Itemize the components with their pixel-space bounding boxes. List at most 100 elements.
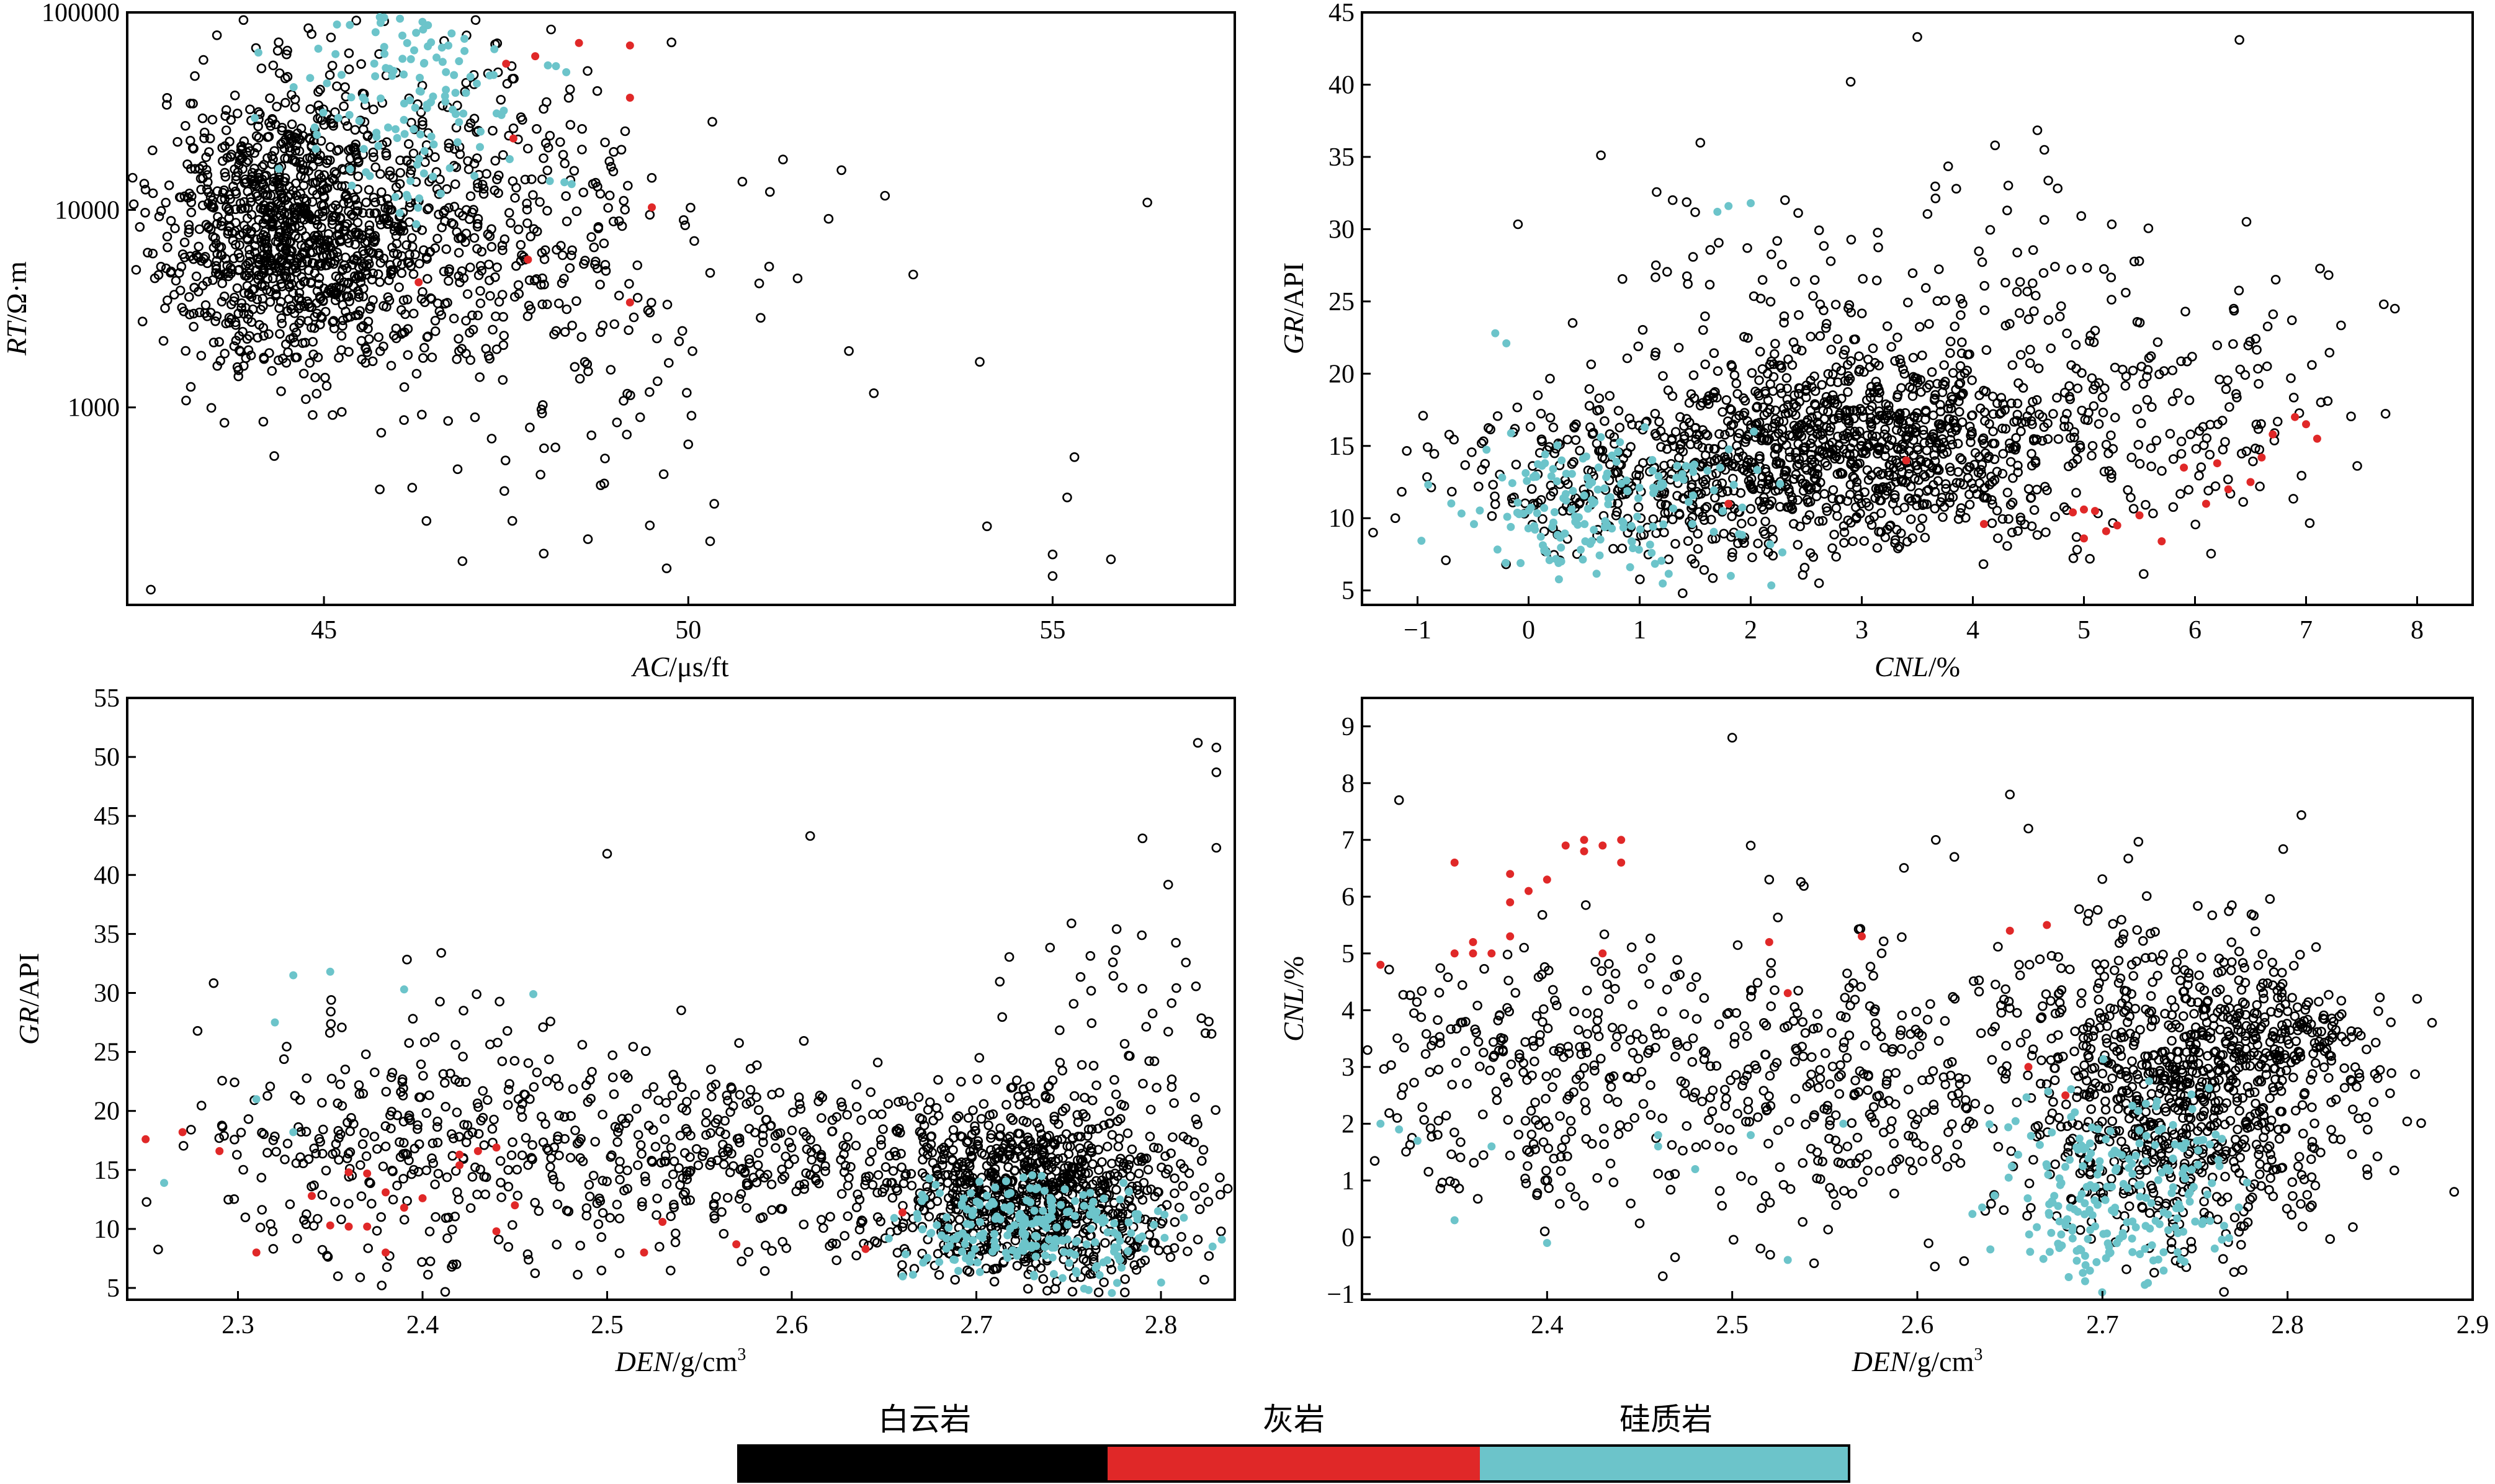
- point-dolomite: [350, 125, 361, 135]
- point-dolomite: [2221, 384, 2231, 395]
- point-dolomite: [1030, 1098, 1041, 1109]
- point-dolomite: [745, 1063, 756, 1074]
- point-dolomite: [374, 250, 384, 261]
- point-dolomite: [1584, 384, 1595, 394]
- point-dolomite: [526, 231, 535, 242]
- point-dolomite: [395, 155, 405, 166]
- point-dolomite: [375, 169, 385, 179]
- point-siliceous: [395, 208, 404, 217]
- point-dolomite: [1682, 197, 1692, 207]
- point-dolomite: [2002, 205, 2012, 216]
- point-dolomite: [361, 342, 370, 353]
- point-siliceous: [460, 47, 469, 55]
- point-dolomite: [256, 1173, 267, 1182]
- x-tick-label: 5: [2077, 616, 2090, 645]
- point-dolomite: [2238, 497, 2248, 507]
- point-dolomite: [701, 1117, 711, 1128]
- point-dolomite: [473, 182, 483, 193]
- point-dolomite: [741, 1203, 751, 1213]
- point-siliceous: [1514, 509, 1523, 517]
- point-dolomite: [343, 277, 354, 288]
- point-dolomite: [2085, 553, 2095, 564]
- point-dolomite: [240, 203, 250, 213]
- point-dolomite: [475, 298, 486, 308]
- point-dolomite: [658, 469, 669, 480]
- point-dolomite: [418, 287, 428, 297]
- point-dolomite: [766, 1179, 777, 1189]
- point-siliceous: [1580, 491, 1588, 500]
- point-dolomite: [754, 278, 764, 288]
- point-dolomite: [532, 226, 542, 236]
- point-dolomite: [898, 1178, 909, 1189]
- point-dolomite: [907, 1222, 918, 1233]
- point-dolomite: [1651, 260, 1661, 270]
- point-dolomite: [2196, 462, 2206, 472]
- point-siliceous: [1724, 445, 1733, 454]
- point-dolomite: [1144, 1230, 1155, 1240]
- point-limestone: [502, 60, 511, 68]
- point-limestone: [509, 134, 517, 143]
- point-dolomite: [2151, 436, 2162, 445]
- point-siliceous: [362, 168, 370, 177]
- point-dolomite: [598, 1109, 607, 1120]
- point-limestone: [2102, 527, 2110, 535]
- point-dolomite: [269, 451, 279, 461]
- point-dolomite: [604, 156, 615, 166]
- point-dolomite: [373, 269, 383, 279]
- point-dolomite: [439, 1078, 450, 1088]
- point-dolomite: [313, 87, 323, 97]
- point-dolomite: [262, 1091, 272, 1101]
- point-dolomite: [357, 354, 367, 365]
- point-dolomite: [208, 275, 218, 285]
- point-dolomite: [575, 1240, 586, 1251]
- point-dolomite: [705, 536, 715, 547]
- point-dolomite: [1747, 516, 1757, 527]
- point-dolomite: [186, 382, 196, 392]
- point-dolomite: [287, 119, 297, 130]
- point-dolomite: [588, 1171, 599, 1181]
- point-siliceous: [1579, 555, 1587, 564]
- point-dolomite: [1985, 225, 1996, 235]
- point-dolomite: [216, 250, 226, 260]
- point-dolomite: [1699, 565, 1709, 575]
- point-limestone: [625, 298, 634, 306]
- point-dolomite: [1827, 543, 1837, 553]
- point-dolomite: [2262, 361, 2272, 372]
- point-dolomite: [331, 169, 341, 179]
- point-dolomite: [2056, 301, 2066, 311]
- point-dolomite: [743, 1247, 753, 1257]
- point-siliceous: [410, 125, 418, 133]
- y-tick-label: 100000: [42, 0, 120, 27]
- point-dolomite: [1690, 207, 1700, 217]
- point-siliceous: [466, 73, 475, 81]
- point-dolomite: [818, 1223, 828, 1233]
- point-siliceous: [1724, 202, 1733, 210]
- point-dolomite: [1667, 195, 1678, 205]
- point-dolomite: [347, 223, 357, 233]
- point-dolomite: [1930, 193, 1941, 203]
- point-dolomite: [652, 333, 662, 344]
- point-dolomite: [281, 49, 292, 60]
- point-dolomite: [499, 331, 509, 341]
- point-dolomite: [368, 147, 379, 158]
- point-dolomite: [141, 1197, 151, 1207]
- point-siliceous: [1547, 472, 1556, 481]
- point-dolomite: [593, 1219, 604, 1229]
- point-siliceous: [400, 130, 409, 138]
- point-dolomite: [2270, 274, 2281, 285]
- point-dolomite: [254, 109, 265, 119]
- point-dolomite: [201, 220, 212, 230]
- point-dolomite: [2215, 374, 2224, 385]
- point-dolomite: [490, 156, 501, 166]
- point-dolomite: [218, 187, 228, 198]
- point-dolomite: [2052, 393, 2062, 403]
- point-dolomite: [287, 89, 297, 100]
- point-limestone: [2180, 463, 2188, 472]
- point-dolomite: [2315, 263, 2325, 274]
- point-dolomite: [1570, 435, 1581, 445]
- point-dolomite: [771, 1143, 781, 1153]
- point-dolomite: [535, 197, 545, 207]
- point-siliceous: [359, 145, 368, 153]
- point-siliceous: [1646, 540, 1654, 549]
- point-siliceous: [1603, 521, 1611, 529]
